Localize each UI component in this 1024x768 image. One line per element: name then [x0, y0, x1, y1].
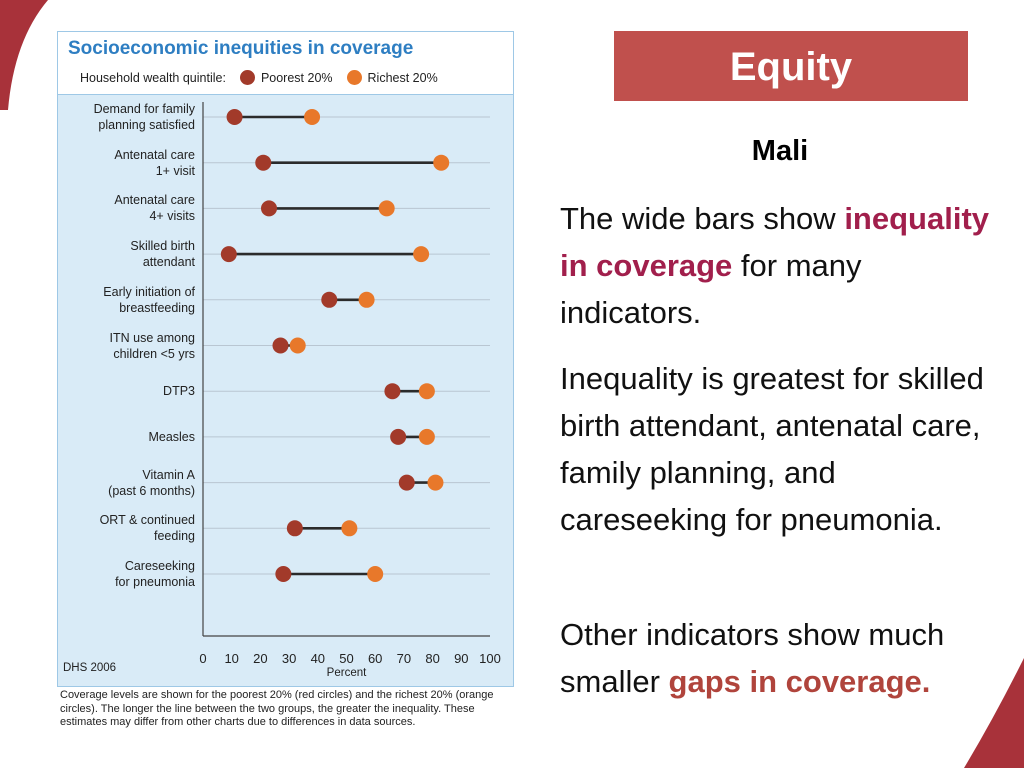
paragraph-smaller-gaps: Other indicators show much smaller gaps … — [560, 611, 1000, 705]
poorest-point — [275, 566, 292, 582]
x-tick-label: 10 — [224, 651, 238, 666]
legend-poorest-label: Poorest 20% — [260, 70, 333, 85]
richest-point — [358, 291, 375, 308]
chart-title: Socioeconomic inequities in coverage — [68, 38, 414, 59]
poorest-point — [261, 200, 278, 217]
corner-decoration-bottom-right — [964, 658, 1024, 768]
richest-point — [289, 337, 306, 354]
poorest-point — [390, 428, 407, 445]
x-tick-label: 30 — [282, 651, 296, 666]
richest-point — [427, 474, 444, 491]
poorest-point — [321, 291, 338, 308]
chart-header: Socioeconomic inequities in coverage Hou… — [58, 32, 513, 95]
x-tick-label: 80 — [425, 651, 439, 666]
category-label: Skilled birth attendant — [130, 239, 195, 270]
x-tick-label: 20 — [253, 651, 267, 666]
equity-banner: Equity — [614, 31, 968, 101]
category-label: DTP3 — [163, 384, 195, 399]
richest-point — [418, 428, 435, 445]
category-label: Careseeking for pneumonia — [115, 559, 195, 589]
chart-legend: Household wealth quintile: Poorest 20% R… — [80, 70, 438, 85]
para1-highlight: inequality in coverage — [560, 201, 990, 283]
poorest-point — [220, 246, 237, 263]
category-label: Antenatal care 4+ visits — [114, 193, 195, 224]
para3-text-start: Other indicators show much smaller — [560, 617, 945, 699]
paragraph-wide-bars: The wide bars show inequality in coverag… — [560, 195, 1000, 336]
dumbbell-plot: 0 10 20 30 40 50 60 70 80 90 100 Percent — [199, 102, 501, 679]
x-axis-label: Percent — [327, 667, 367, 679]
chart-source: DHS 2006 — [63, 662, 117, 674]
para1-text-end: for many indicators. — [560, 248, 862, 330]
poorest-point — [255, 154, 272, 171]
corner-decoration-top-left — [0, 0, 48, 110]
category-label: Demand for family planning satisfied — [93, 102, 195, 132]
legend-richest-label: Richest 20% — [367, 70, 438, 85]
para1-text-start: The wide bars show — [560, 201, 845, 236]
paragraph-greatest-inequality: Inequality is greatest for skilled birth… — [560, 361, 984, 537]
richest-point — [378, 200, 395, 217]
legend-poorest-marker — [239, 70, 255, 85]
x-tick-label: 0 — [199, 651, 206, 666]
richest-point — [418, 383, 435, 400]
richest-point — [304, 109, 321, 125]
x-tick-label: 50 — [339, 651, 353, 666]
poorest-point — [398, 474, 415, 491]
x-tick-label: 70 — [397, 651, 411, 666]
poorest-point — [286, 520, 303, 537]
category-label: Measles — [148, 429, 195, 444]
category-label: ORT & continued feeding — [99, 513, 195, 544]
richest-point — [367, 566, 384, 582]
category-label: ITN use among children <5 yrs — [109, 330, 195, 361]
country-heading: Mali — [751, 135, 809, 167]
richest-point — [433, 154, 450, 171]
x-tick-label: 90 — [454, 651, 468, 666]
x-tick-label: 100 — [479, 651, 501, 666]
poorest-point — [272, 337, 289, 354]
chart-caption: Coverage levels are shown for the poores… — [60, 689, 494, 728]
category-label: Vitamin A (past 6 months) — [108, 467, 195, 498]
chart-panel: Socioeconomic inequities in coverage Hou… — [57, 31, 514, 687]
x-tick-label: 60 — [368, 651, 382, 666]
legend-title: Household wealth quintile: — [80, 70, 226, 85]
category-label: Early initiation of breastfeeding — [103, 284, 195, 315]
poorest-point — [384, 383, 401, 400]
category-label: Antenatal care 1+ visit — [114, 147, 195, 178]
para3-highlight: gaps in coverage. — [668, 664, 931, 699]
legend-richest-marker — [346, 70, 362, 85]
poorest-point — [226, 109, 243, 125]
richest-point — [341, 520, 358, 537]
richest-point — [413, 246, 430, 263]
x-tick-label: 40 — [311, 651, 325, 666]
